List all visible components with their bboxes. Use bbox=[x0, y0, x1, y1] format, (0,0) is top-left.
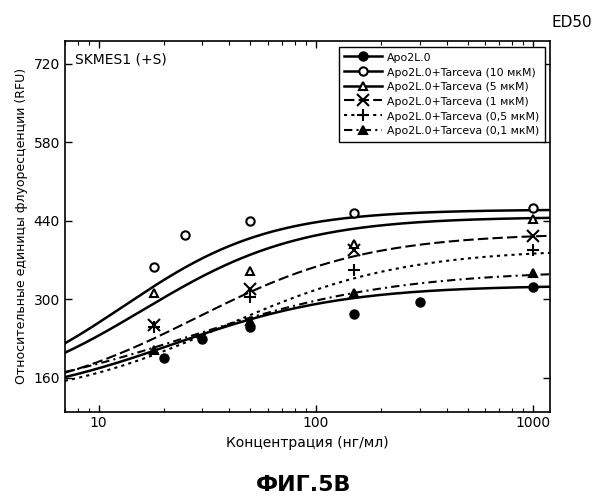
Text: SKMES1 (+S): SKMES1 (+S) bbox=[75, 52, 166, 66]
Legend: Apo2L.0, Apo2L.0+Tarceva (10 мкМ), Apo2L.0+Tarceva (5 мкМ), Apo2L.0+Tarceva (1 м: Apo2L.0, Apo2L.0+Tarceva (10 мкМ), Apo2L… bbox=[339, 46, 545, 142]
Text: ФИГ.5В: ФИГ.5В bbox=[256, 475, 351, 495]
X-axis label: Концентрация (нг/мл): Концентрация (нг/мл) bbox=[226, 436, 389, 450]
Text: ED50: ED50 bbox=[551, 15, 592, 30]
Y-axis label: Относительные единицы флуоресценции (RFU): Относительные единицы флуоресценции (RFU… bbox=[15, 68, 28, 384]
